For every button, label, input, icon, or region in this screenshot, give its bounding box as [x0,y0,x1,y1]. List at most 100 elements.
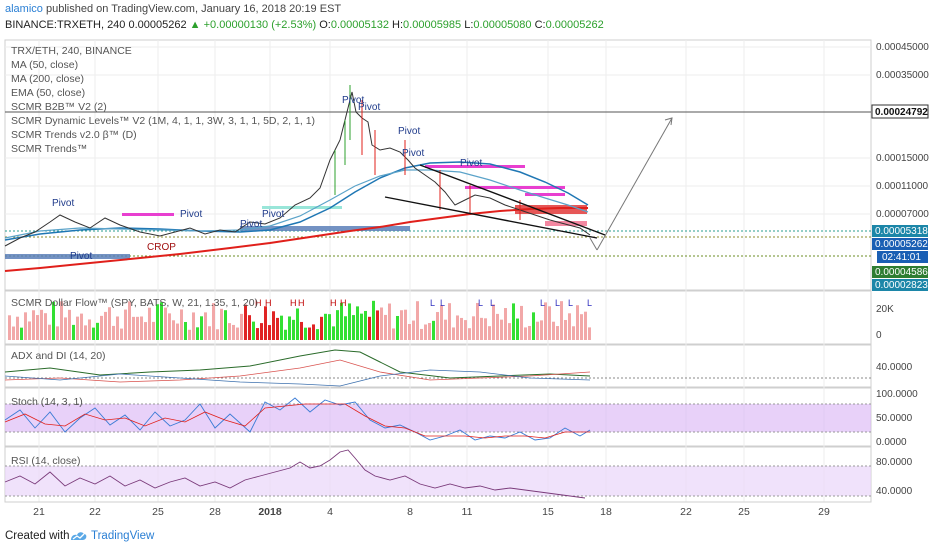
created-with-text: Created with [5,530,70,542]
flow-bar [208,326,211,340]
flow-bar [464,320,467,340]
stoch-axis-label: 0.0000 [876,437,907,448]
flow-signal-marker: L [555,298,560,308]
flow-bar [552,321,555,340]
flow-bar [132,316,135,340]
flow-bar [384,314,387,340]
flow-signal-marker: H [290,298,297,308]
high-label: H: [392,19,404,31]
flow-bar [336,310,339,340]
ema50-line [4,169,589,239]
flow-bar [212,303,215,340]
x-tick-label: 22 [89,506,101,518]
flow-bar [400,310,403,340]
flow-signal-marker: H [255,298,262,308]
x-tick-label: 4 [327,506,333,518]
flow-bar [316,329,319,340]
low-value: 0.00005080 [473,19,532,31]
flow-bar [380,307,383,340]
flow-bar [580,314,583,340]
flow-bar [188,329,191,340]
flow-bar [32,310,35,340]
flow-bar [452,327,455,340]
legend-item[interactable]: EMA (50, close) [11,87,86,99]
flow-bar [260,323,263,340]
flow-bar [192,312,195,340]
flow-bar [412,320,415,340]
flow-bar [372,300,375,340]
published-text: published on TradingView.com, January 16… [45,3,342,15]
dollar-flow-label[interactable]: SCMR Dollar Flow™ (SPY, BATS, W, 21, 1.3… [11,297,259,309]
di-plus-line [4,359,591,383]
stoch-band [5,404,871,432]
flow-bar [268,325,271,340]
legend-item[interactable]: MA (50, close) [11,59,79,71]
x-axis: 21 22 25 28 2018 4 8 11 15 18 22 25 29 [33,506,830,518]
legend-item[interactable]: SCMR Trends™ [11,143,88,155]
flow-bar [340,302,343,340]
tradingview-brand[interactable]: TradingView [91,530,155,542]
legend-item[interactable]: SCMR B2B™ V2 (2) [11,101,107,113]
flow-bar [48,324,51,340]
x-tick-label: 2018 [258,506,282,518]
flow-bar [476,302,479,340]
rsi-label[interactable]: RSI (14, close) [11,455,81,467]
flow-bar [392,328,395,340]
legend-item[interactable]: MA (200, close) [11,73,84,85]
b2b-dots [122,165,565,216]
flow-bar [264,306,267,340]
flow-bar [84,325,87,340]
legend-item[interactable]: SCMR Dynamic Levels™ V2 (1M, 4, 1, 1, 3W… [11,115,316,127]
flow-bar [368,316,371,340]
close-value: 0.00005262 [545,19,604,31]
axis-tick-label: 0.00035000 [876,70,929,81]
chart-canvas[interactable]: 0.00045000 0.00035000 0.00015000 0.00011… [0,38,932,518]
last-price: 0.00005262 [128,19,187,31]
x-tick-label: 18 [600,506,612,518]
flow-bar [176,323,179,340]
x-tick-label: 25 [738,506,750,518]
flow-bar [28,321,31,340]
legend-item[interactable]: SCMR Trends v2.0 β™ (D) [11,129,137,141]
flow-bar [44,313,47,340]
tradingview-logo-icon [71,532,87,540]
author-link[interactable]: alamico [5,3,43,15]
flow-bar [180,309,183,340]
chart-header: alamico published on TradingView.com, Ja… [0,0,932,40]
flow-bar [168,313,171,340]
high-value: 0.00005985 [403,19,462,31]
flow-bar [516,318,519,340]
bar-timer: 02:41:01 [882,252,921,263]
close-label: C: [534,19,546,31]
flow-signal-marker: H [340,298,347,308]
flow-bar [504,308,507,340]
flow-bar [128,301,131,340]
flow-bar [408,323,411,340]
flow-bar [60,301,63,340]
x-tick-label: 11 [462,506,473,518]
x-tick-label: 8 [407,506,413,518]
flow-bar [436,312,439,340]
pivot-label: Pivot [460,158,482,169]
open-value: 0.00005132 [330,19,389,31]
flow-bar [220,308,223,340]
flow-bar [564,319,567,340]
flow-bar [328,314,331,340]
stoch-label[interactable]: Stoch (14, 3, 1) [11,396,83,408]
flow-bar [272,311,275,340]
legend-item[interactable]: TRX/ETH, 240, BINANCE [11,45,132,57]
indicator-legend: TRX/ETH, 240, BINANCE MA (50, close) MA … [11,44,315,156]
axis-tick-label: 0.00045000 [876,42,929,53]
projection-arrow[interactable] [589,117,673,251]
di-minus-line [4,369,591,387]
adx-label[interactable]: ADX and DI (14, 20) [11,350,106,362]
flow-bar [500,319,503,340]
up-arrow-icon: ▲ [189,19,201,31]
flow-bar [88,319,91,340]
wedge-lines[interactable] [384,164,606,239]
flow-bar [524,327,527,340]
flow-bar [164,307,167,340]
flow-bar [232,324,235,340]
flow-bar [12,326,15,340]
low-label: L: [464,19,474,31]
